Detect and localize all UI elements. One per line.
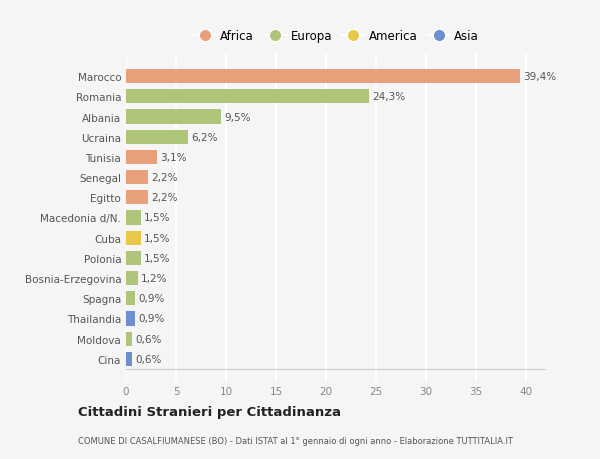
Text: 1,5%: 1,5% (144, 253, 170, 263)
Bar (126, 231, 141, 245)
Text: 3,1%: 3,1% (160, 152, 187, 162)
Bar (126, 211, 141, 225)
Text: COMUNE DI CASALFIUMANESE (BO) - Dati ISTAT al 1° gennaio di ogni anno - Elaboraz: COMUNE DI CASALFIUMANESE (BO) - Dati IST… (78, 436, 513, 445)
Text: Cittadini Stranieri per Cittadinanza: Cittadini Stranieri per Cittadinanza (78, 405, 341, 419)
Bar (126, 151, 157, 165)
Bar (126, 271, 138, 285)
Text: 0,9%: 0,9% (138, 314, 164, 324)
Bar (126, 312, 135, 326)
Text: 2,2%: 2,2% (151, 173, 178, 183)
Text: 0,6%: 0,6% (135, 354, 161, 364)
Text: 1,5%: 1,5% (144, 233, 170, 243)
Text: 1,2%: 1,2% (141, 274, 167, 284)
Bar (126, 191, 148, 205)
Text: 6,2%: 6,2% (191, 132, 218, 142)
Bar (126, 171, 148, 185)
Bar (126, 332, 132, 346)
Text: 24,3%: 24,3% (372, 92, 405, 102)
Bar (126, 352, 132, 366)
Bar (126, 291, 135, 306)
Bar (126, 251, 141, 265)
Text: 39,4%: 39,4% (523, 72, 556, 82)
Bar (126, 110, 221, 124)
Bar (126, 90, 369, 104)
Bar (126, 70, 520, 84)
Text: 2,2%: 2,2% (151, 193, 178, 203)
Legend: Africa, Europa, America, Asia: Africa, Europa, America, Asia (188, 25, 484, 48)
Text: 0,6%: 0,6% (135, 334, 161, 344)
Text: 0,9%: 0,9% (138, 294, 164, 304)
Text: 1,5%: 1,5% (144, 213, 170, 223)
Text: 9,5%: 9,5% (224, 112, 251, 122)
Bar (126, 130, 188, 145)
